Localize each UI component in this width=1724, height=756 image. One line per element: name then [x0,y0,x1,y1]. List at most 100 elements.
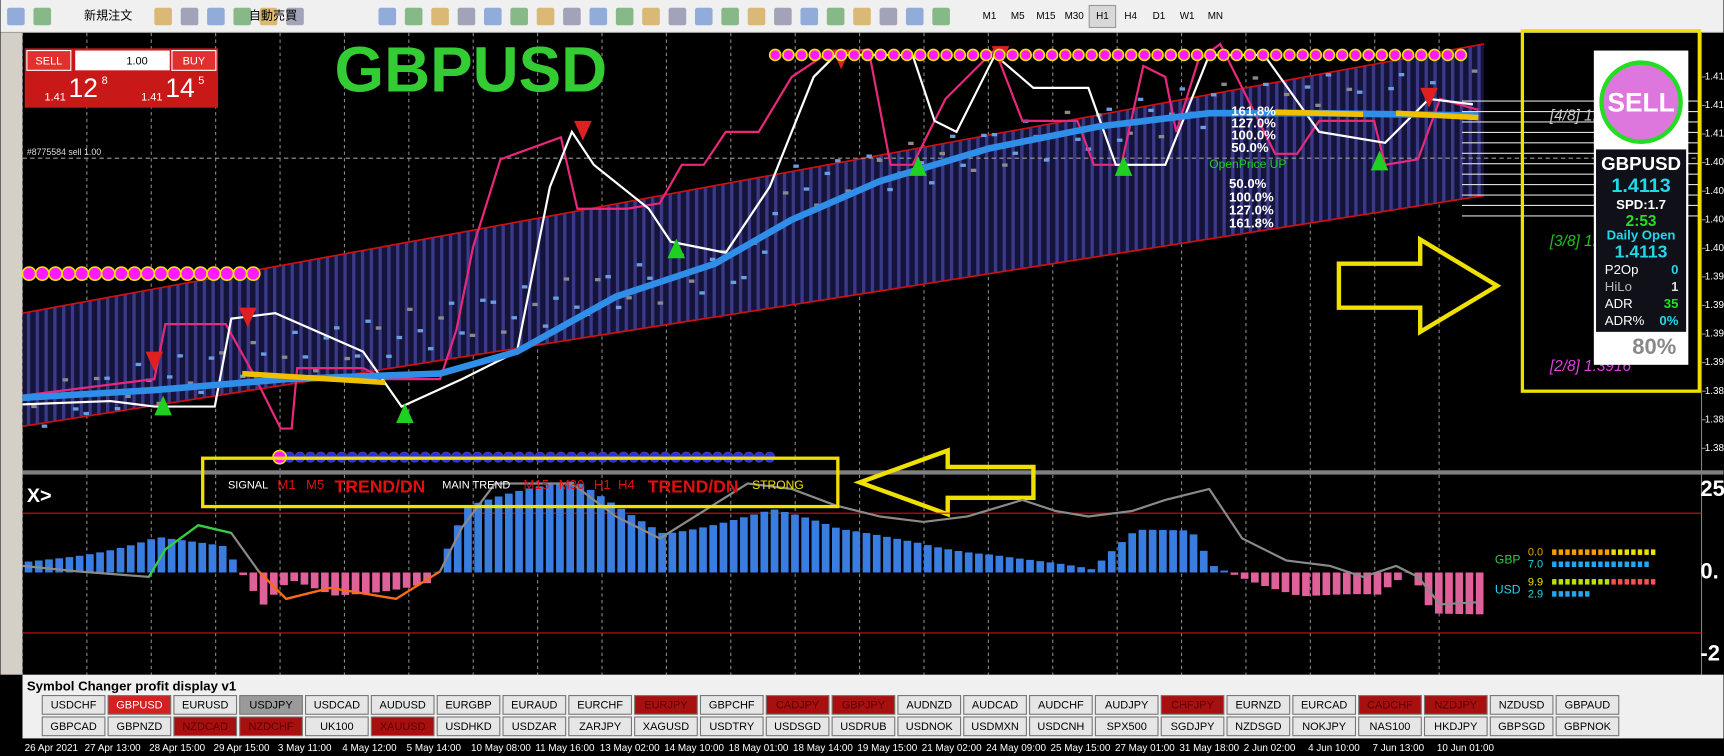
symbol-button[interactable] [1094,695,1159,715]
symbol-button-label[interactable]: NAS100 [1370,721,1411,733]
toolbar-icon[interactable] [286,7,304,26]
toolbar-icon[interactable] [800,7,819,26]
timeframe-button[interactable]: H1 [1096,11,1109,22]
symbol-button[interactable] [1555,695,1620,715]
symbol-button-label[interactable]: HKDJPY [1434,721,1478,733]
symbol-button[interactable] [1160,695,1225,715]
symbol-button[interactable] [963,695,1027,715]
timeframe-button[interactable]: W1 [1180,11,1195,22]
symbol-button-label[interactable]: CADCHF [1367,699,1413,711]
symbol-button[interactable] [239,695,303,715]
symbol-button[interactable] [1423,716,1488,737]
symbol-button-label[interactable]: EURUSD [182,699,228,711]
symbol-button-label[interactable]: USDCAD [314,699,360,711]
toolbar-icon[interactable] [536,7,555,26]
toolbar-icon[interactable] [431,7,449,26]
toolbar-icon[interactable] [826,7,845,26]
symbol-button[interactable] [1555,716,1620,737]
symbol-button-label[interactable]: NZDJPY [1434,699,1477,711]
symbol-button[interactable] [107,716,172,737]
toolbar-icon[interactable] [615,7,634,26]
symbol-button[interactable] [1160,716,1225,737]
symbol-button-label[interactable]: EURNZD [1235,699,1281,711]
toolbar-icon[interactable] [259,7,278,26]
symbol-button[interactable] [41,716,106,737]
timeframe-button[interactable]: M5 [1011,11,1025,22]
toolbar-icon[interactable] [853,7,871,26]
symbol-button-label[interactable]: NZDSGD [1235,721,1281,733]
toolbar-icon[interactable] [668,7,687,26]
symbol-button-label[interactable]: USDTRY [709,721,755,733]
timeframe-button[interactable]: M1 [983,11,997,22]
symbol-button-label[interactable]: AUDCAD [972,699,1018,711]
symbol-button[interactable] [699,695,764,715]
timeframe-button[interactable]: D1 [1153,11,1166,22]
symbol-button[interactable] [436,716,501,737]
symbol-button-label[interactable]: NOKJPY [1302,721,1347,733]
symbol-button-label[interactable]: NZDCHF [248,721,293,733]
symbol-button-label[interactable]: USDHKD [445,721,491,733]
symbol-button-label[interactable]: XAGUSD [643,721,689,733]
symbol-button[interactable] [1029,716,1093,737]
toolbar-icon[interactable] [589,7,608,26]
symbol-button-label[interactable]: GBPCAD [50,721,96,733]
symbol-button[interactable] [173,716,238,737]
symbol-button[interactable] [436,695,501,715]
sell-button[interactable] [26,49,72,71]
symbol-button-label[interactable]: SGDJPY [1171,721,1216,733]
symbol-button[interactable] [502,695,567,715]
symbol-button-label[interactable]: USDNOK [906,721,954,733]
symbol-button-label[interactable]: EURCAD [1301,699,1347,711]
symbol-button[interactable] [173,695,238,715]
toolbar-icon[interactable] [774,7,792,26]
symbol-button[interactable] [41,695,106,715]
symbol-button-label[interactable]: USDMXN [971,721,1019,733]
symbol-button-label[interactable]: USDRUB [840,721,886,733]
symbol-button-label[interactable]: GBPNZD [117,721,163,733]
toolbar-icon[interactable] [905,7,924,26]
symbol-button-label[interactable]: GBPNOK [1564,721,1612,733]
symbol-button-label[interactable]: UK100 [320,721,354,733]
toolbar-icon[interactable] [484,7,502,26]
symbol-button-label[interactable]: GBPUSD [116,699,162,711]
symbol-button-label[interactable]: AUDCHF [1038,699,1084,711]
toolbar-icon[interactable] [233,7,252,26]
symbol-button-label[interactable]: ZARJPY [579,721,622,733]
symbol-button[interactable] [568,695,633,715]
symbol-button-label[interactable]: EURGBP [445,699,491,711]
symbol-button-label[interactable]: USDJPY [249,699,293,711]
symbol-button[interactable] [765,716,830,737]
symbol-button-label[interactable]: CHFJPY [1171,699,1214,711]
symbol-button-label[interactable]: GBPCHF [709,699,755,711]
symbol-button[interactable] [699,716,764,737]
symbol-button[interactable] [634,695,698,715]
symbol-button[interactable] [897,716,962,737]
timeframe-button[interactable]: M15 [1036,11,1056,22]
symbol-button-label[interactable]: NZDUSD [1499,699,1545,711]
symbol-button[interactable] [370,695,435,715]
symbol-button[interactable] [1423,695,1488,715]
toolbar-icon[interactable] [7,7,25,26]
symbol-button-label[interactable]: USDZAR [512,721,557,733]
symbol-button[interactable] [502,716,567,737]
symbol-button-label[interactable]: NZDCAD [182,721,228,733]
symbol-button[interactable] [963,716,1027,737]
symbol-button-label[interactable]: XAUUSD [380,721,426,733]
symbol-button[interactable] [107,695,172,715]
toolbar-icon[interactable] [457,7,476,26]
toolbar-icon[interactable] [879,7,898,26]
symbol-button[interactable] [1226,716,1291,737]
symbol-button-label[interactable]: SPX500 [1107,721,1147,733]
symbol-button-label[interactable]: GBPJPY [842,699,886,711]
symbol-button[interactable] [1358,716,1422,737]
buy-button[interactable] [171,49,217,71]
symbol-button[interactable] [1489,695,1554,715]
toolbar-icon[interactable] [642,7,660,26]
timeframe-button[interactable]: MN [1208,11,1223,22]
symbol-button[interactable] [239,716,303,737]
symbol-button[interactable] [634,716,698,737]
symbol-button[interactable] [765,695,830,715]
symbol-button[interactable] [1226,695,1291,715]
symbol-button[interactable] [1094,716,1159,737]
toolbar-icon[interactable] [747,7,766,26]
